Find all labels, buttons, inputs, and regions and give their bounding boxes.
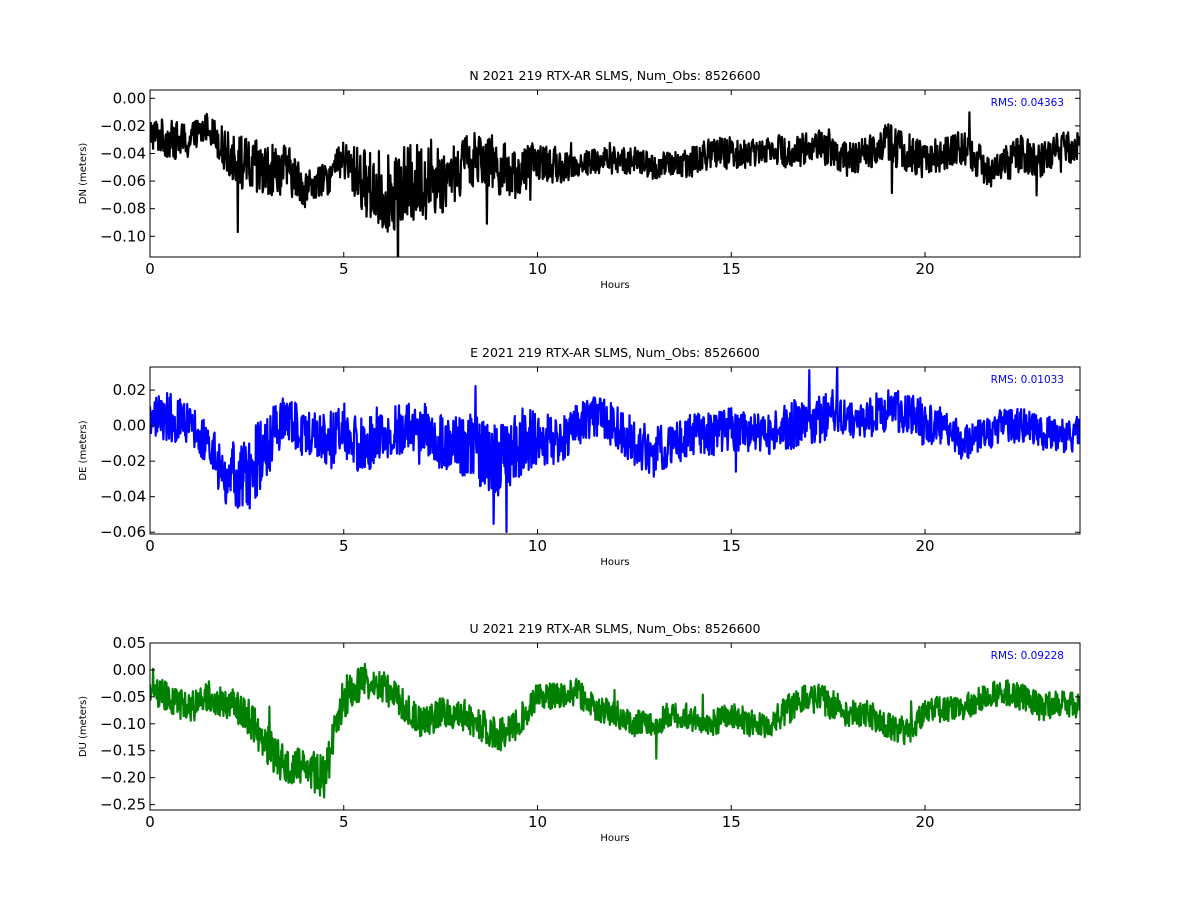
- series-line: [150, 367, 1080, 533]
- chart-title: U 2021 219 RTX-AR SLMS, Num_Obs: 8526600: [470, 621, 761, 636]
- x-tick-label: 15: [722, 537, 741, 555]
- chart-title: E 2021 219 RTX-AR SLMS, Num_Obs: 8526600: [470, 345, 760, 360]
- y-tick-label: −0.06: [100, 523, 146, 541]
- y-tick-label: 0.00: [113, 89, 146, 107]
- chart-title: N 2021 219 RTX-AR SLMS, Num_Obs: 8526600: [469, 68, 760, 83]
- y-tick-label: 0.00: [113, 417, 146, 435]
- x-tick-label: 20: [915, 260, 934, 278]
- y-tick-label: −0.04: [100, 488, 146, 506]
- y-tick-label: −0.20: [100, 769, 146, 787]
- x-tick-label: 10: [528, 813, 547, 831]
- axes-frame: [149, 89, 1081, 258]
- panel-2: 0 5 10 15 20 0.02 0.00 −0.02 −0.04 −0.06 E 2021 21…: [78, 345, 1081, 568]
- y-tick-label: 0.05: [113, 634, 146, 652]
- y-tick-label: 0.02: [113, 381, 146, 399]
- x-tick-label: 5: [339, 537, 349, 555]
- y-tick-label: −0.15: [100, 742, 146, 760]
- y-axis-label: DE (meters): [78, 420, 89, 480]
- y-axis-label: DU (meters): [78, 696, 89, 757]
- series-line: [150, 662, 1080, 799]
- x-axis-label: Hours: [600, 557, 629, 568]
- y-tick-label: −0.06: [100, 172, 146, 190]
- y-tick-label: −0.02: [100, 452, 146, 470]
- x-tick-label: 5: [339, 813, 349, 831]
- panel-1: 0 5 10 15 20 0.00 −0.02 −0.04 −0.06 −0.08 −0.10 N 2…: [78, 68, 1081, 291]
- x-tick-label: 15: [722, 260, 741, 278]
- y-tick-label: −0.10: [100, 227, 146, 245]
- axes-frame: [149, 366, 1081, 535]
- y-tick-label: −0.08: [100, 200, 146, 218]
- y-axis-label: DN (meters): [78, 143, 89, 205]
- panel-3: 0 5 10 15 20 0.05 0.00 −0.05 −0.10 −0.15 −0.20 −0.2…: [78, 621, 1081, 844]
- x-tick-label: 10: [528, 537, 547, 555]
- y-tick-label: −0.10: [100, 715, 146, 733]
- rms-annotation: RMS: 0.04363: [991, 97, 1064, 109]
- rms-annotation: RMS: 0.09228: [991, 650, 1064, 662]
- x-tick-label: 20: [915, 813, 934, 831]
- y-tick-label: −0.25: [100, 796, 146, 814]
- y-tick-label: −0.02: [100, 117, 146, 135]
- x-tick-label: 0: [145, 813, 155, 831]
- axes-frame: [149, 642, 1081, 811]
- y-tick-label: −0.04: [100, 144, 146, 162]
- rms-annotation: RMS: 0.01033: [991, 374, 1064, 386]
- y-tick-label: −0.05: [100, 688, 146, 706]
- x-tick-label: 15: [722, 813, 741, 831]
- x-tick-label: 5: [339, 260, 349, 278]
- x-tick-label: 10: [528, 260, 547, 278]
- x-tick-label: 20: [915, 537, 934, 555]
- series-line: [150, 111, 1080, 257]
- x-axis-label: Hours: [600, 833, 629, 844]
- x-tick-label: 0: [145, 537, 155, 555]
- y-tick-label: 0.00: [113, 661, 146, 679]
- x-axis-label: Hours: [600, 280, 629, 291]
- x-tick-label: 0: [145, 260, 155, 278]
